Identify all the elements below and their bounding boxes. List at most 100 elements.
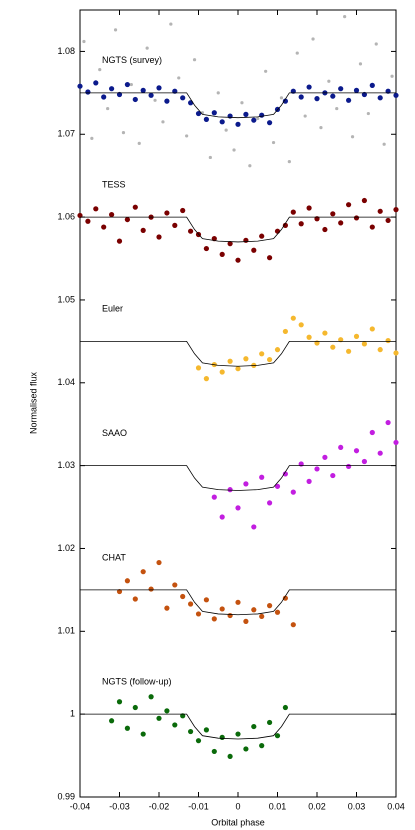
model-line xyxy=(80,340,396,367)
model-line xyxy=(80,465,396,491)
y-tick-label: 1.01 xyxy=(57,626,75,636)
data-point xyxy=(282,98,288,104)
data-point xyxy=(393,350,399,356)
data-point xyxy=(164,98,170,104)
data-point xyxy=(121,131,126,135)
data-point xyxy=(274,609,281,615)
data-point xyxy=(195,110,202,117)
data-point xyxy=(335,106,339,111)
data-point xyxy=(369,224,375,230)
data-point xyxy=(211,110,217,116)
data-point xyxy=(264,69,268,73)
data-point xyxy=(282,222,288,228)
y-tick-label: 1.07 xyxy=(57,129,75,139)
data-point xyxy=(172,582,178,588)
data-point xyxy=(251,117,257,123)
data-point xyxy=(369,326,375,332)
y-tick-label: 0.99 xyxy=(57,791,75,801)
data-point xyxy=(109,212,115,218)
data-point xyxy=(298,322,304,328)
data-point xyxy=(369,429,375,436)
data-point xyxy=(235,366,241,372)
data-point xyxy=(298,221,304,227)
data-point xyxy=(322,330,328,336)
data-point xyxy=(267,120,273,126)
data-point xyxy=(124,725,130,731)
data-point xyxy=(188,728,194,735)
data-point xyxy=(361,458,367,465)
data-point xyxy=(188,228,194,234)
data-point xyxy=(106,106,110,111)
data-point xyxy=(243,746,249,752)
data-point xyxy=(164,605,170,611)
data-point xyxy=(211,616,217,622)
data-point xyxy=(290,489,296,495)
data-point xyxy=(109,718,115,724)
data-point xyxy=(256,116,260,121)
data-point xyxy=(203,116,209,122)
data-point xyxy=(232,148,236,152)
data-point xyxy=(90,136,94,141)
data-point xyxy=(319,126,323,130)
data-point xyxy=(129,82,133,87)
data-point xyxy=(148,694,154,700)
data-point xyxy=(330,211,336,217)
x-axis-label: Orbital phase xyxy=(211,817,265,827)
data-point xyxy=(330,344,336,350)
data-point xyxy=(251,247,257,253)
data-point xyxy=(101,94,107,100)
data-point xyxy=(140,731,146,737)
data-point xyxy=(156,559,162,566)
data-point xyxy=(211,748,217,755)
data-point xyxy=(282,704,288,711)
data-point xyxy=(219,606,225,612)
data-point xyxy=(346,463,352,470)
data-point xyxy=(203,376,209,382)
data-point xyxy=(227,612,233,619)
data-point xyxy=(219,369,225,375)
data-point xyxy=(306,478,312,484)
y-tick-label: 1.04 xyxy=(57,377,75,387)
data-point xyxy=(195,738,202,744)
data-point xyxy=(298,94,304,100)
y-tick-label: 1.08 xyxy=(57,46,75,56)
data-point xyxy=(148,586,154,592)
data-point xyxy=(385,217,391,224)
data-point xyxy=(156,85,162,91)
data-point xyxy=(385,337,391,344)
data-point xyxy=(330,93,336,99)
data-point xyxy=(172,722,178,728)
y-tick-label: 1.06 xyxy=(57,211,75,221)
x-tick-label: -0.03 xyxy=(109,801,130,811)
data-point xyxy=(259,613,265,620)
data-point xyxy=(343,15,347,19)
data-point xyxy=(282,595,288,601)
data-point xyxy=(140,227,146,233)
model-line xyxy=(80,216,396,243)
model-line xyxy=(80,589,396,616)
data-point xyxy=(282,328,288,335)
data-point xyxy=(358,62,363,66)
data-point xyxy=(180,95,186,101)
data-point xyxy=(156,715,162,721)
data-point xyxy=(377,450,383,456)
data-point xyxy=(390,74,394,78)
data-point xyxy=(156,234,162,240)
data-point xyxy=(177,76,181,80)
data-point xyxy=(330,472,336,479)
data-point xyxy=(259,743,265,749)
x-tick-label: -0.01 xyxy=(188,801,209,811)
data-point xyxy=(140,87,146,93)
y-axis-label: Normalised flux xyxy=(28,371,38,434)
data-point xyxy=(279,96,284,100)
data-point xyxy=(374,42,378,46)
x-tick-label: 0.04 xyxy=(387,801,405,811)
data-point xyxy=(393,92,399,98)
data-point xyxy=(338,220,344,226)
data-point xyxy=(185,134,189,138)
data-point xyxy=(274,733,281,739)
data-point xyxy=(148,92,154,98)
data-point xyxy=(346,97,352,103)
data-point xyxy=(85,218,91,224)
data-point xyxy=(203,245,209,252)
